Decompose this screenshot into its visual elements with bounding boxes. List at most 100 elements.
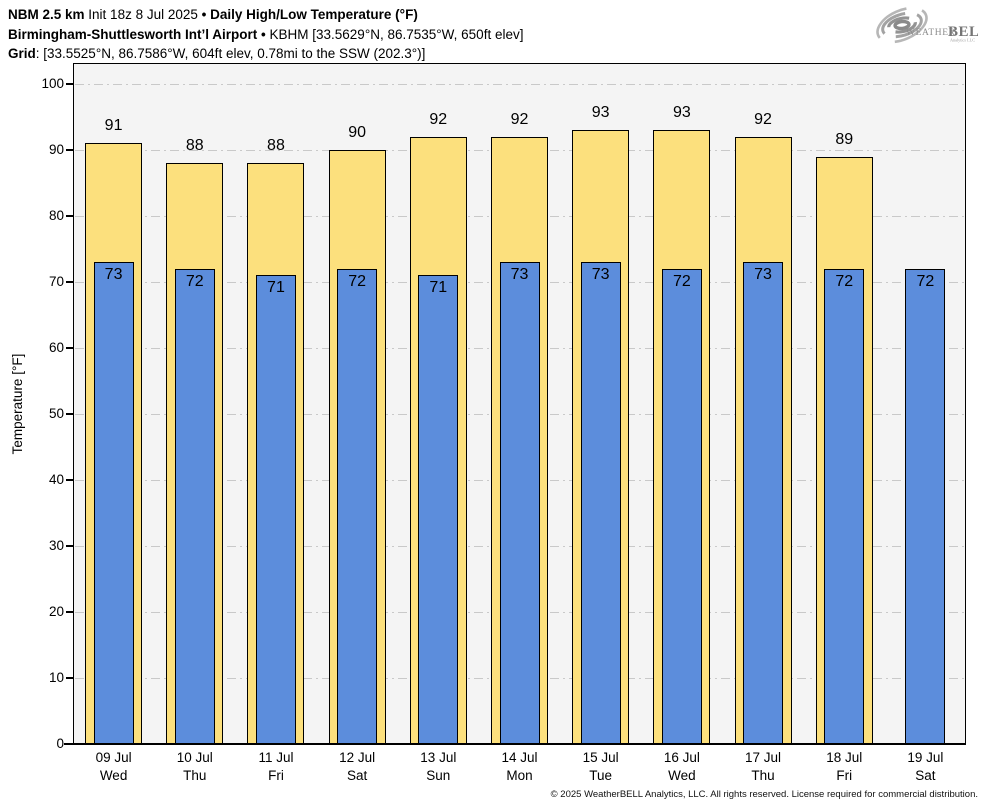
y-tick-label: 40	[48, 472, 64, 487]
x-tick-date: 11 Jul	[258, 750, 294, 765]
x-tick-date: 19 Jul	[907, 750, 944, 765]
header-line-2: Birmingham-Shuttlesworth Int’l Airport •…	[8, 25, 523, 45]
y-tick-label: 80	[48, 208, 64, 223]
x-tick-label: 13 Jul Sun	[398, 749, 478, 785]
y-tick-mark	[66, 743, 73, 745]
x-tick-date: 12 Jul	[339, 750, 376, 765]
x-tick-label: 11 Jul Fri	[236, 749, 316, 785]
low-temp-bar	[499, 262, 540, 744]
x-axis-line	[64, 742, 966, 746]
x-tick-label: 10 Jul Thu	[155, 749, 235, 785]
y-tick-mark	[66, 677, 73, 679]
y-tick-label: 70	[48, 274, 64, 289]
grid-label: Grid	[8, 46, 36, 61]
x-tick-day: Sun	[426, 768, 451, 783]
high-value-label: 92	[429, 110, 448, 128]
x-tick-day: Fri	[836, 768, 853, 783]
grid-meta: : [33.5525°N, 86.7586°W, 604ft elev, 0.7…	[35, 46, 426, 61]
x-tick-label: 14 Jul Mon	[480, 749, 560, 785]
swirl-icon	[876, 6, 928, 44]
high-value-label: 92	[754, 110, 772, 128]
bullet-separator: •	[201, 7, 207, 22]
y-tick-label: 10	[48, 670, 64, 685]
high-value-label: 93	[591, 104, 610, 122]
y-tick-label: 100	[41, 76, 64, 91]
y-tick-mark	[66, 149, 73, 151]
x-tick-label: 16 Jul Wed	[642, 749, 722, 785]
header-line-1: NBM 2.5 km Init 18z 8 Jul 2025 • Daily H…	[8, 5, 523, 25]
y-tick-mark	[66, 479, 73, 481]
x-tick-day: Sat	[346, 768, 368, 783]
chart-header: NBM 2.5 km Init 18z 8 Jul 2025 • Daily H…	[8, 5, 523, 64]
x-tick-date: 18 Jul	[826, 750, 863, 765]
x-tick-label: 19 Jul Sat	[885, 749, 965, 785]
high-value-label: 88	[185, 137, 204, 155]
x-tick-day: Mon	[506, 768, 533, 783]
station-meta: KBHM [33.5629°N, 86.7535°W, 650ft elev]	[269, 26, 524, 42]
x-tick-date: 15 Jul	[582, 750, 619, 765]
y-tick-mark	[66, 413, 73, 415]
x-tick-date: 14 Jul	[501, 750, 538, 765]
bullet-separator: •	[261, 26, 266, 42]
low-value-label: 71	[267, 279, 285, 297]
x-tick-label: 12 Jul Sat	[317, 749, 397, 785]
y-tick-mark	[66, 611, 73, 613]
y-tick-mark	[66, 83, 73, 85]
x-tick-date: 16 Jul	[663, 750, 700, 765]
x-tick-date: 17 Jul	[745, 750, 782, 765]
x-tick-day: Sat	[915, 768, 936, 783]
x-tick-day: Fri	[268, 768, 284, 783]
weatherbell-logo: Weather BELL Analytics LLC	[876, 6, 978, 44]
y-tick-mark	[66, 281, 73, 283]
low-value-label: 72	[348, 272, 367, 290]
low-value-label: 73	[591, 266, 610, 284]
logo-word-bell: BELL	[948, 24, 978, 40]
low-temp-bar	[93, 262, 134, 744]
low-temp-bar	[661, 268, 702, 744]
low-temp-bar	[255, 275, 296, 744]
low-value-label: 71	[429, 279, 448, 297]
low-value-label: 72	[185, 272, 204, 290]
low-temp-bar	[743, 262, 784, 744]
low-value-label: 73	[754, 266, 772, 284]
y-tick-label: 60	[48, 340, 64, 355]
x-tick-date: 09 Jul	[95, 750, 132, 765]
low-temp-bar	[580, 262, 621, 744]
low-temp-bar	[337, 268, 378, 744]
y-tick-label: 20	[48, 604, 64, 619]
low-value-label: 72	[672, 272, 691, 290]
y-tick-label: 0	[56, 736, 64, 751]
chart-title: Daily High/Low Temperature (°F)	[210, 7, 418, 22]
high-value-label: 89	[835, 130, 854, 148]
high-value-label: 90	[348, 124, 367, 141]
y-tick-mark	[66, 347, 73, 349]
init-time: Init 18z 8 Jul 2025	[88, 7, 198, 22]
station-name: Birmingham-Shuttlesworth Int’l Airport	[8, 26, 258, 42]
x-tick-day: Wed	[668, 768, 696, 783]
low-temp-bar	[174, 268, 215, 744]
low-value-label: 73	[104, 266, 123, 284]
high-value-label: 91	[104, 117, 123, 135]
copyright-notice: © 2025 WeatherBELL Analytics, LLC. All r…	[550, 789, 978, 800]
x-tick-day: Thu	[183, 768, 207, 783]
low-temp-bar	[905, 268, 946, 744]
low-value-label: 72	[916, 272, 935, 290]
logo-word-weather: Weather	[906, 28, 956, 38]
y-tick-label: 90	[48, 142, 64, 157]
high-value-label: 93	[672, 104, 691, 122]
y-tick-label: 30	[48, 538, 64, 553]
model-name: NBM 2.5 km	[8, 7, 85, 22]
high-value-label: 92	[510, 110, 529, 128]
low-temp-bar	[824, 268, 865, 744]
y-tick-label: 50	[48, 406, 64, 421]
x-tick-label: 17 Jul Thu	[723, 749, 803, 785]
low-value-label: 73	[510, 266, 529, 284]
x-tick-label: 09 Jul Wed	[74, 749, 154, 785]
logo-subtext: Analytics LLC	[950, 38, 975, 43]
x-tick-label: 18 Jul Fri	[804, 749, 884, 785]
low-temp-bar	[418, 275, 459, 744]
x-tick-day: Tue	[589, 768, 613, 783]
gridline	[75, 83, 964, 85]
x-tick-label: 15 Jul Tue	[561, 749, 641, 785]
